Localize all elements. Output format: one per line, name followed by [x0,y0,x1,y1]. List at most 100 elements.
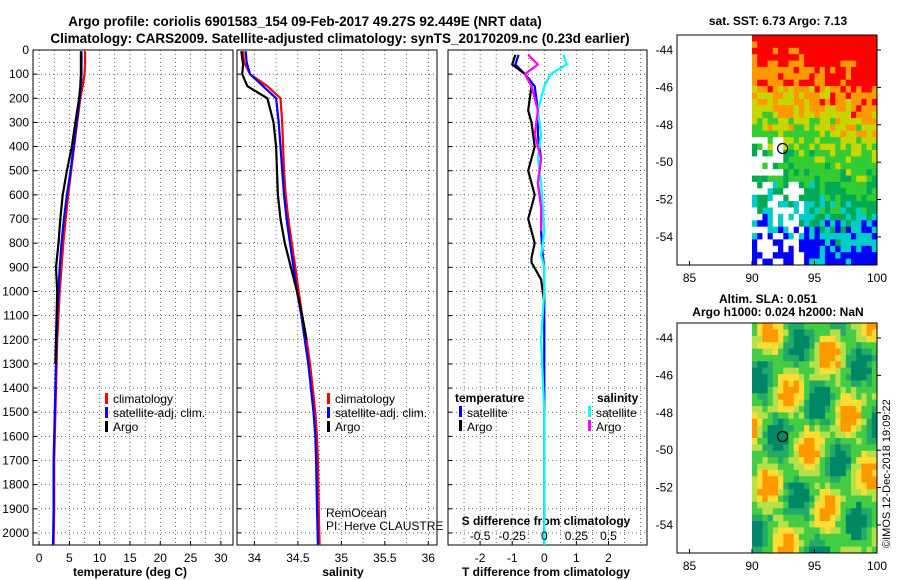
map-cell [793,418,800,426]
map-cell [819,54,826,62]
map-cell [788,361,795,369]
map-cell [778,156,784,164]
map-cell [793,361,800,369]
map-cell [871,393,878,401]
map-cell [871,342,878,350]
map-cell [871,73,878,81]
map-cell [871,444,878,452]
map-cell [819,463,826,471]
map-cell [798,457,805,465]
map-cell [861,501,868,509]
map-cell [804,130,810,138]
map-cell [809,73,815,81]
map-cell [830,86,836,93]
map-cell [783,188,789,196]
map-cell [866,156,873,164]
map-cell [845,469,852,477]
map-cell [778,60,784,68]
map-cell [830,118,836,125]
map-cell [788,239,795,247]
map-cell [788,335,795,343]
ytick-label: 1100 [3,309,29,323]
map-cell [845,348,852,356]
map-xtick-label: 100 [867,271,887,285]
map-cell [804,201,810,208]
map-cell [788,66,795,74]
map-cell [804,361,810,369]
map-cell [772,207,779,215]
map-cell [845,463,852,471]
map-cell [778,105,784,113]
map-cell [757,124,763,132]
map-cell [783,162,789,170]
map-cell [861,111,868,119]
map-cell [798,527,805,535]
map-cell [772,66,779,74]
map-cell [861,162,868,170]
map-cell [767,98,774,106]
map-cell [856,533,862,541]
map-cell [767,476,774,484]
legend-label: climatology [113,392,173,406]
map-cell [762,482,769,490]
map-cell [845,86,852,93]
map-cell [767,188,774,196]
map-cell [856,501,862,509]
map-cell [793,169,800,177]
map-cell [814,431,821,439]
map-ytick-label: -54 [656,230,674,244]
map-cell [866,399,873,407]
map-cell [783,105,789,113]
map-cell [788,162,795,170]
map-cell [767,495,774,503]
map-cell [845,412,852,420]
map-cell [866,201,873,208]
map-cell [793,406,800,413]
map-cell [819,162,826,170]
map-cell [793,521,800,528]
map-cell [851,329,857,337]
map-cell [778,213,784,221]
map-cell [809,213,815,221]
map-cell [851,54,857,62]
map-cell [830,533,836,541]
map-cell [772,540,779,548]
label-s-difference: S difference from climatology [462,514,631,528]
map-cell [856,175,862,183]
legend-swatch-climatology [105,393,108,404]
map-cell [814,521,821,528]
map-cell [861,329,868,337]
map-cell [845,323,852,330]
map-cell [819,169,826,177]
map-cell [757,194,763,202]
map-cell [757,527,763,535]
map-cell [861,482,868,490]
map-cell [871,521,878,528]
map-cell [819,150,826,157]
map-cell [851,386,857,394]
map-cell [793,137,800,145]
map-cell [856,323,862,330]
map-cell [757,92,763,100]
ytick-label: 0 [22,43,29,57]
map-cell [830,323,836,330]
map-cell [861,469,868,477]
map-cell [851,226,857,234]
map-cell [835,156,841,164]
map-cell [830,386,836,394]
map-cell [809,143,815,151]
map-cell [752,169,758,177]
map-cell [845,476,852,484]
map-cell [778,546,784,554]
map-cell [767,156,774,164]
map-cell [762,335,769,343]
map-cell [861,361,868,369]
map-cell [814,98,821,106]
map-cell [798,329,805,337]
map-cell [778,489,784,496]
map-cell [845,335,852,343]
map-cell [835,143,841,151]
map-cell [752,527,758,535]
map-cell [752,425,758,433]
map-cell [798,489,805,496]
